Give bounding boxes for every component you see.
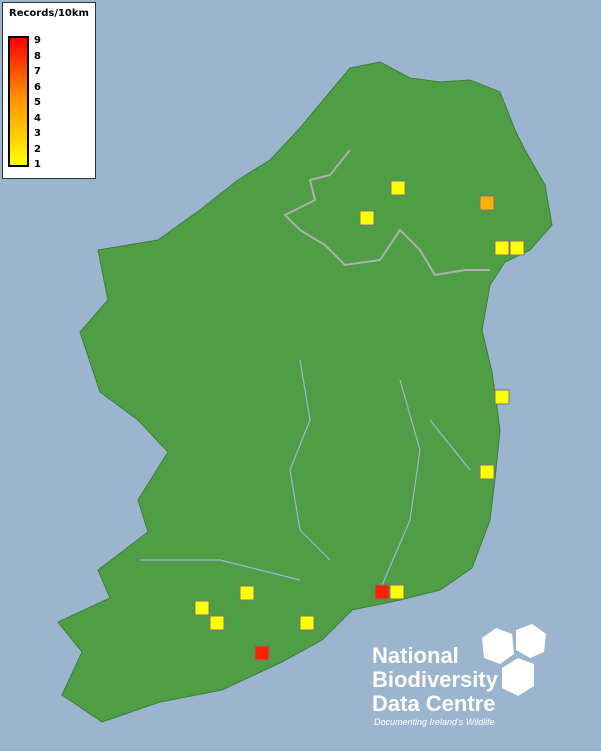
legend-tick-label: 9 [34,35,41,46]
hexagon-icons [482,624,546,696]
record-square[interactable] [389,584,405,600]
record-square[interactable] [239,585,255,601]
legend-tick-label: 4 [34,112,41,124]
color-ramp [8,36,29,167]
logo-text: National Biodiversity Data Centre [372,644,498,716]
logo-line3: Data Centre [372,691,496,716]
record-square[interactable] [359,210,375,226]
record-square[interactable] [299,615,315,631]
record-square[interactable] [374,584,390,600]
legend-tick-label: 5 [34,97,41,108]
logo-tagline: Documenting Ireland's Wildlife [374,717,495,727]
legend-tick-label: 6 [34,81,41,93]
legend-tick-label: 3 [34,128,41,139]
legend-title: Records/10km [9,8,89,19]
record-square[interactable] [254,645,270,661]
record-square[interactable] [390,180,406,196]
legend: Records/10km 9 8 7 6 5 4 3 2 1 [2,2,96,179]
legend-tick-label: 2 [34,143,41,155]
record-square[interactable] [209,615,225,631]
record-square[interactable] [509,240,525,256]
record-square[interactable] [494,240,510,256]
record-square[interactable] [479,464,495,480]
river [140,359,471,591]
record-square[interactable] [494,389,510,405]
legend-tick-label: 7 [34,66,41,77]
logo-line1: National [372,643,459,668]
legend-tick-label: 8 [34,50,41,62]
northern-ireland-border [283,149,490,277]
record-square[interactable] [479,195,495,211]
legend-tick-label: 1 [34,159,41,170]
record-square[interactable] [194,600,210,616]
logo-line2: Biodiversity [372,667,498,692]
